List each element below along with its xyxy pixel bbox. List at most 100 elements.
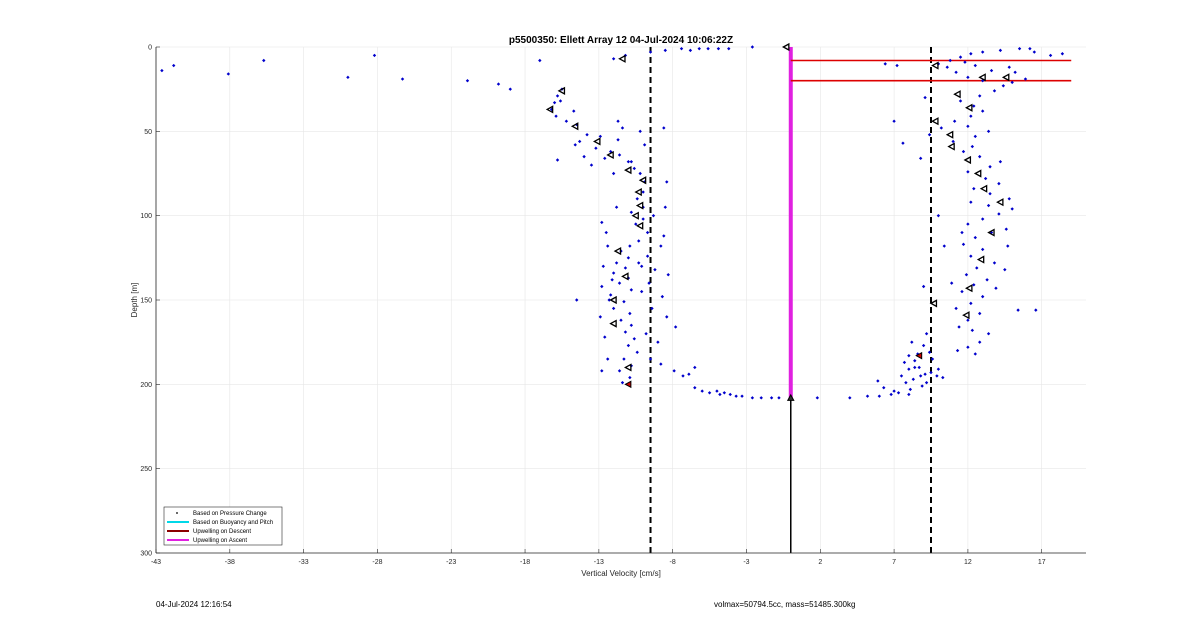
descent-point (693, 365, 697, 370)
descent-point (641, 217, 645, 221)
x-tick-label: -38 (225, 559, 235, 566)
ascent-point (997, 181, 1001, 186)
ascent-point (815, 396, 820, 400)
legend-label: Based on Pressure Change (193, 511, 267, 517)
y-axis-label: Depth [m] (130, 283, 139, 318)
descent-point (564, 119, 569, 123)
triangle-marker (1001, 73, 1010, 82)
triangle-marker (638, 176, 647, 185)
descent-point (722, 391, 727, 395)
legend: Based on Pressure Change Based on Buoyanc… (163, 506, 283, 546)
descent-point (554, 114, 558, 118)
x-tick-label: -28 (372, 559, 382, 566)
ascent-point (972, 186, 976, 191)
ascent-point (935, 374, 939, 378)
ascent-point (948, 58, 952, 63)
x-tick-label: -43 (151, 559, 161, 566)
descent-point (626, 343, 631, 348)
ascent-point (980, 294, 985, 299)
footer-info: volmax=50794.5cc, mass=51485.300kg (714, 600, 856, 609)
descent-point (582, 154, 586, 159)
y-tick-label: 50 (144, 129, 152, 136)
y-tick-label: 150 (140, 298, 152, 305)
ascent-point (966, 170, 970, 174)
triangle-marker (635, 221, 644, 230)
ascent-point (920, 384, 924, 388)
x-tick-label: 17 (1038, 559, 1046, 566)
descent-point (585, 133, 589, 137)
ascent-point (910, 340, 914, 344)
descent-point (626, 159, 631, 164)
ascent-point (973, 235, 977, 240)
ascent-point (921, 284, 926, 289)
ascent-point (954, 306, 958, 311)
ascent-point (1003, 267, 1007, 272)
descent-point (665, 180, 669, 184)
descent-point (172, 63, 176, 68)
triangle-marker (931, 61, 939, 70)
descent-point (604, 230, 608, 235)
ascent-point (923, 372, 927, 376)
ascent-point (992, 89, 997, 93)
descent-point (577, 139, 582, 144)
triangle-marker (609, 319, 617, 328)
descent-point (638, 171, 642, 176)
descent-point (558, 99, 563, 103)
descent-point (648, 357, 653, 361)
descent-point (623, 266, 628, 270)
ascent-point (978, 154, 982, 159)
legend-label: Upwelling on Ascent (193, 538, 247, 544)
ascent-point (988, 192, 992, 196)
descent-point (666, 273, 670, 277)
descent-point (611, 271, 616, 275)
descent-point (665, 315, 669, 319)
descent-point (606, 357, 610, 361)
ascent-point (970, 328, 975, 333)
legend-label: Based on Buoyancy and Pitch (193, 520, 273, 526)
descent-point (644, 332, 648, 336)
ascent-point (972, 283, 976, 287)
chart-title: p5500350: Ellett Array 12 04-Jul-2024 10… (509, 35, 733, 46)
ascent-point (907, 353, 911, 358)
ascent-point (975, 266, 979, 270)
footer-timestamp: 04-Jul-2024 12:16:54 (156, 600, 232, 609)
ascent-point (989, 68, 994, 73)
descent-point (727, 46, 731, 51)
triangle-marker (965, 103, 973, 112)
descent-point (538, 58, 542, 63)
descent-point (693, 386, 697, 390)
ascent-point (1032, 50, 1037, 54)
ascent-point (883, 62, 887, 66)
ascent-point (986, 332, 991, 336)
descent-point (637, 261, 641, 265)
ascent-point (978, 340, 982, 344)
descent-point (681, 374, 685, 378)
ascent-point (923, 95, 927, 100)
y-tick-label: 300 (140, 551, 152, 558)
ascent-point (1001, 84, 1006, 88)
ascent-point (1007, 197, 1011, 201)
descent-point (628, 244, 632, 248)
descent-point (606, 244, 610, 248)
ascent-end-marker (786, 393, 795, 401)
ascent-point (966, 345, 970, 349)
descent-point (716, 46, 721, 51)
ascent-point (973, 352, 977, 356)
descent-point (653, 267, 657, 272)
ascent-point (945, 65, 949, 69)
triangle-marker (557, 86, 566, 95)
ascent-point (902, 360, 907, 365)
ascent-point (969, 200, 973, 204)
descent-point (600, 369, 604, 373)
x-tick-label: -18 (520, 559, 530, 566)
ascent-point (958, 99, 963, 103)
descent-point (673, 325, 678, 329)
descent-point (620, 380, 625, 385)
ascent-point (997, 212, 1001, 216)
ascent-point (936, 367, 941, 371)
descent-point (659, 362, 663, 366)
ascent-point (992, 261, 997, 265)
descent-point (679, 46, 684, 51)
triangle-marker (781, 42, 790, 52)
